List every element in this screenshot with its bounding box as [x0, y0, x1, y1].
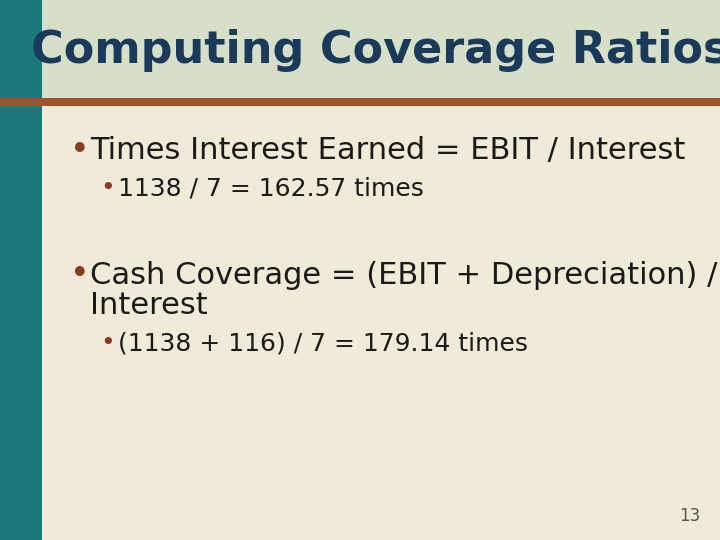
- Text: Cash Coverage = (EBIT + Depreciation) /: Cash Coverage = (EBIT + Depreciation) /: [90, 260, 717, 289]
- Text: •: •: [70, 259, 89, 292]
- Text: •: •: [70, 133, 89, 166]
- Bar: [0, 0, 720, 100]
- Text: 13: 13: [679, 507, 700, 525]
- Text: Times Interest Earned = EBIT / Interest: Times Interest Earned = EBIT / Interest: [90, 136, 685, 165]
- Text: 1138 / 7 = 162.57 times: 1138 / 7 = 162.57 times: [118, 176, 424, 200]
- Text: •: •: [100, 331, 114, 355]
- Text: Interest: Interest: [90, 291, 208, 320]
- Text: Computing Coverage Ratios: Computing Coverage Ratios: [31, 29, 720, 71]
- Text: (1138 + 116) / 7 = 179.14 times: (1138 + 116) / 7 = 179.14 times: [118, 331, 528, 355]
- Bar: [0, 0, 42, 540]
- Bar: [0, 98, 720, 106]
- Text: •: •: [100, 176, 114, 200]
